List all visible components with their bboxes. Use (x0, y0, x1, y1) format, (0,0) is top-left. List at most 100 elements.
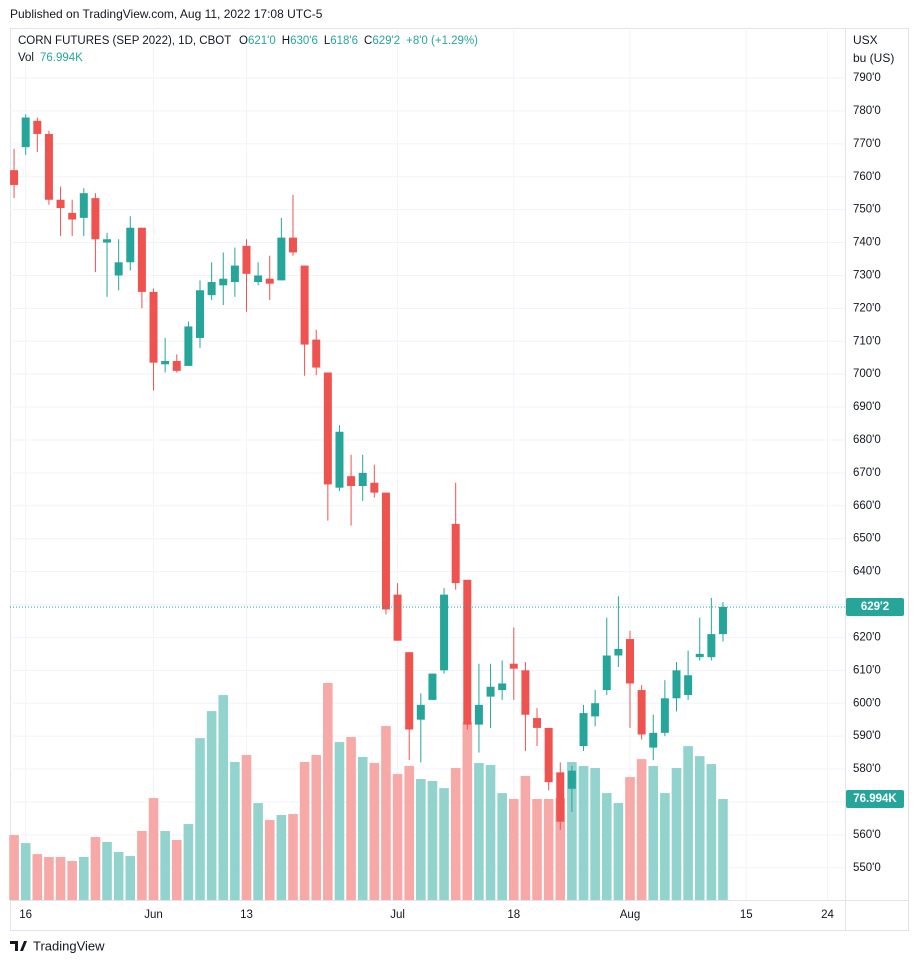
candle-body (184, 326, 193, 366)
volume-bar (241, 755, 252, 900)
candle-body (474, 704, 483, 725)
volume-bar (462, 722, 473, 900)
candle-body (288, 237, 297, 253)
volume-bar (334, 742, 345, 900)
volume-bar (32, 854, 43, 900)
chart-legend: CORN FUTURES (SEP 2022), 1D, CBOT O621'0 H… (18, 35, 478, 47)
candle-body (44, 133, 53, 200)
volume-bar (311, 755, 322, 900)
y-tick-label: 660'0 (853, 500, 881, 512)
y-tick-label: 730'0 (853, 269, 881, 281)
y-tick-label: 620'0 (853, 631, 881, 643)
y-tick-label: 650'0 (853, 533, 881, 545)
y-tick-label: 680'0 (853, 434, 881, 446)
volume-name: Vol (18, 52, 34, 64)
candle-body (219, 278, 228, 286)
x-tick-label: 13 (240, 909, 253, 921)
y-tick-label: 790'0 (853, 72, 881, 84)
y-tick-label: 590'0 (853, 730, 881, 742)
volume-tag (846, 789, 904, 808)
candle-body (718, 606, 727, 635)
y-tick-label: 580'0 (853, 763, 881, 775)
volume-bar (404, 766, 414, 900)
candle-body (137, 227, 146, 292)
candle-body (33, 120, 42, 134)
candle-body (335, 431, 344, 488)
ohlc-key: H (282, 35, 290, 47)
volume-bar (578, 766, 589, 900)
y-tick-label: 740'0 (853, 237, 881, 249)
change: +8'0 (+1.29%) (406, 35, 478, 47)
frame (10, 28, 909, 931)
volume-value: 76.994K (40, 52, 83, 64)
volume-bar (718, 798, 728, 900)
candle-body (68, 212, 77, 220)
candle-body (405, 652, 414, 730)
volume-bar (683, 746, 693, 900)
candle-body (277, 237, 286, 281)
candle-body (626, 639, 635, 684)
candle-body (579, 713, 588, 747)
candle-body (591, 703, 600, 717)
footer-brand: TradingView (33, 938, 105, 953)
ohlc-value: 621'0 (248, 35, 276, 47)
candle-body (254, 275, 263, 283)
volume-bar (567, 761, 577, 900)
candle-body (567, 770, 576, 789)
candle-body (358, 472, 367, 487)
volume-bar (694, 756, 705, 900)
candle-body (707, 634, 716, 658)
volume-bar (439, 788, 449, 900)
unit: bu (US) (853, 51, 894, 65)
candle-body (370, 482, 379, 493)
candle-body (196, 290, 205, 338)
candle-body (230, 265, 239, 283)
candle-body (544, 727, 553, 783)
y-tick-label: 560'0 (853, 829, 881, 841)
volume-bar (543, 798, 554, 900)
x-tick-label: 15 (740, 909, 753, 921)
candle-body (393, 594, 402, 641)
chart-title: CORN FUTURES (SEP 2022), 1D, CBOT (18, 35, 231, 47)
candle-body (533, 718, 542, 728)
candle-body (91, 198, 100, 240)
y-tick-label: 700'0 (853, 368, 881, 380)
volume-bar (590, 768, 600, 900)
volume-bar (299, 761, 310, 900)
candle-body (381, 492, 390, 610)
volume-bar (508, 798, 519, 900)
candle-body (498, 683, 507, 691)
candle-body (672, 670, 681, 699)
candle-body (242, 245, 251, 274)
volume-bar (44, 856, 54, 900)
volume-bar (160, 830, 170, 900)
volume-bar (171, 840, 182, 900)
candle-body (660, 698, 669, 733)
volume-bar (625, 777, 635, 900)
candle-body (637, 690, 646, 735)
volume-bar (20, 843, 31, 900)
x-tick-label: Jun (144, 909, 163, 921)
y-tick-label: 610'0 (853, 664, 881, 676)
x-tick-label: 24 (821, 909, 834, 921)
volume-bar (381, 726, 391, 900)
volume-bar (55, 856, 66, 900)
y-tick-label: 720'0 (853, 302, 881, 314)
volume-bar (555, 798, 566, 900)
volume-bar (474, 763, 484, 900)
volume-bar (706, 764, 717, 900)
candle-body (451, 523, 460, 584)
ohlc-key: O (239, 35, 248, 47)
volume-bar (183, 824, 194, 900)
ohlc-value: 629'2 (372, 35, 400, 47)
candle-body (347, 476, 356, 487)
volume-bar (497, 793, 507, 900)
volume-bar (392, 774, 403, 900)
volume-bar (90, 837, 101, 900)
volume-bar (660, 793, 670, 900)
volume-bar (195, 738, 205, 900)
published-note: Published on TradingView.com, Aug 11, 20… (10, 7, 323, 21)
volume-bar (416, 779, 426, 900)
last-price-tag (846, 597, 904, 616)
